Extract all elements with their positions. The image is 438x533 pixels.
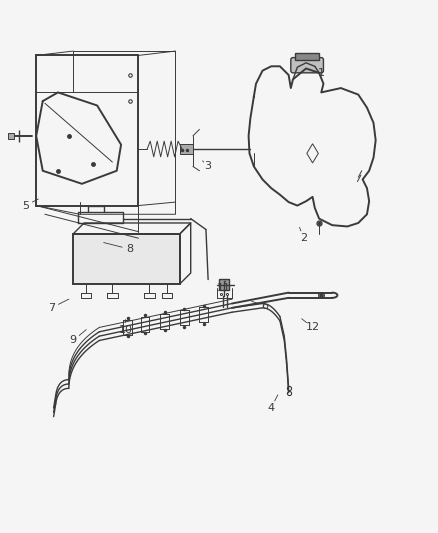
Bar [219,279,230,289]
FancyBboxPatch shape [291,58,323,73]
Text: 11: 11 [216,283,230,293]
Text: 2: 2 [300,233,307,243]
Bar [295,53,319,60]
Text: 6: 6 [261,301,268,311]
Text: 5: 5 [22,200,29,211]
Text: 8: 8 [126,244,133,254]
Bar [180,144,193,154]
Text: 3: 3 [205,161,212,172]
Text: 9: 9 [70,335,77,345]
Text: 1: 1 [318,68,325,78]
Text: 10: 10 [118,325,132,335]
Bar [73,234,180,284]
Text: 4: 4 [268,403,275,413]
Text: 12: 12 [306,322,320,333]
Text: 7: 7 [48,303,55,313]
